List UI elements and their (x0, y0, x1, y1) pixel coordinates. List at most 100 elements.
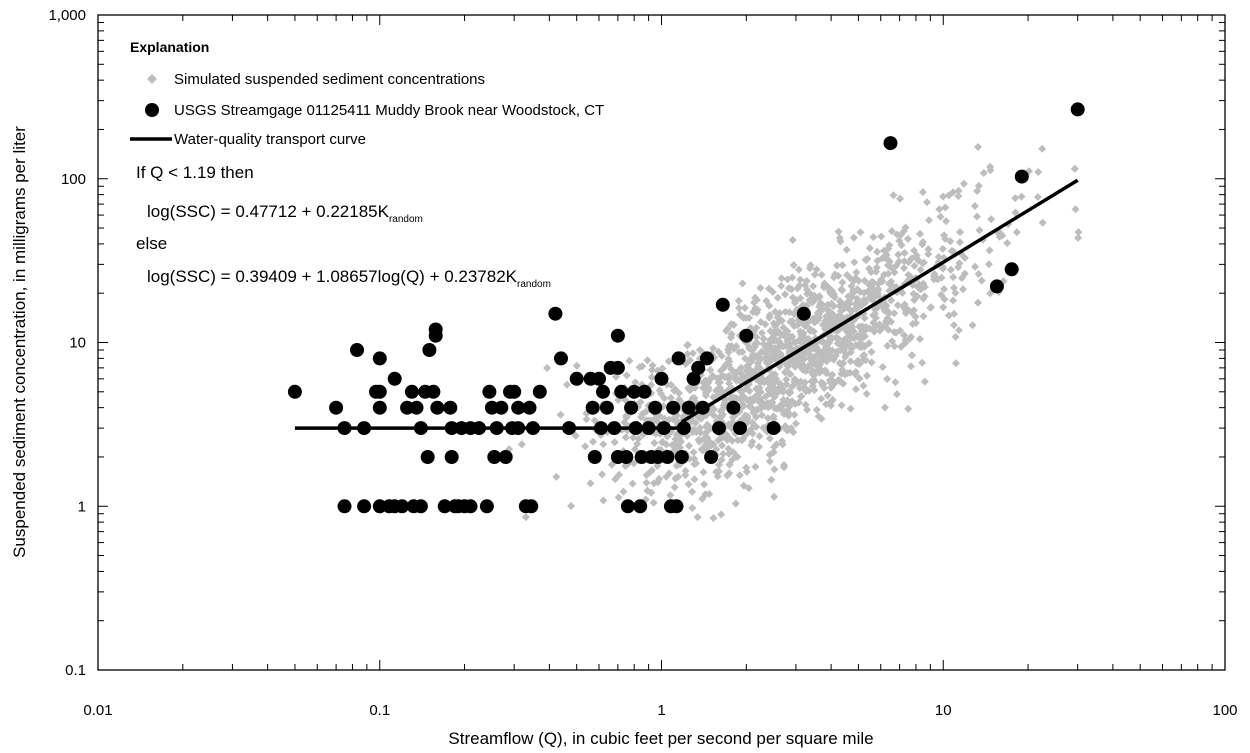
simulated-point (642, 478, 651, 487)
simulated-point (684, 480, 693, 489)
x-tick-label: 10 (935, 702, 952, 719)
simulated-point (732, 368, 740, 377)
simulated-point (739, 372, 748, 381)
simulated-point (806, 355, 815, 364)
simulated-point (670, 483, 679, 492)
x-axis-ticks: 0.01 0.1 1 10 100 (83, 702, 1237, 719)
simulated-point (1070, 164, 1079, 173)
simulated-point (955, 238, 964, 247)
simulated-point (781, 290, 790, 299)
simulated-point (777, 274, 786, 283)
transport-curve (294, 178, 1079, 430)
simulated-point (748, 418, 757, 427)
simulated-point (696, 423, 704, 432)
simulated-point (789, 261, 798, 270)
simulated-point (672, 430, 681, 439)
observed-point (337, 499, 352, 514)
simulated-point (940, 285, 949, 293)
simulated-point (950, 309, 958, 318)
simulated-point (904, 305, 912, 314)
simulated-point (815, 292, 824, 301)
simulated-point (942, 217, 951, 226)
simulated-point (939, 192, 948, 201)
observed-point (585, 400, 600, 415)
simulated-point (841, 300, 850, 309)
minor-ticks (98, 15, 1225, 670)
simulated-point (854, 276, 863, 285)
simulated-point (873, 247, 882, 256)
simulated-point (828, 309, 837, 318)
simulated-point (668, 415, 677, 424)
simulated-point (936, 212, 945, 221)
simulated-point (977, 276, 986, 285)
simulated-point (808, 382, 817, 390)
simulated-point (938, 244, 947, 253)
simulated-point (731, 373, 740, 382)
simulated-point (862, 389, 871, 398)
simulated-point (628, 479, 637, 488)
simulated-point (927, 303, 936, 312)
simulated-point (653, 478, 662, 487)
simulated-point (801, 384, 810, 393)
simulated-point (650, 439, 659, 447)
simulated-point (837, 401, 846, 410)
observed-point (463, 499, 478, 514)
observed-point (686, 371, 701, 386)
simulated-point (766, 353, 775, 362)
simulated-point (939, 303, 948, 312)
simulated-point (909, 306, 918, 315)
simulated-point (829, 302, 838, 311)
simulated-point (816, 300, 825, 309)
simulated-point (900, 300, 909, 309)
simulated-point (732, 342, 741, 351)
observed-point (627, 384, 642, 399)
simulated-point (899, 227, 908, 236)
simulated-point (718, 441, 727, 450)
simulated-point (571, 431, 580, 440)
simulated-point (703, 420, 712, 429)
simulated-point (833, 261, 841, 270)
simulated-point (725, 469, 734, 478)
observed-point (599, 400, 614, 415)
simulated-point (822, 400, 831, 409)
simulated-point (986, 162, 995, 171)
observed-point (409, 400, 424, 415)
simulated-point (842, 325, 850, 333)
simulated-point (685, 441, 693, 450)
simulated-point (957, 274, 966, 282)
simulated-point (803, 405, 812, 414)
simulated-point (698, 494, 707, 503)
observed-point (444, 450, 459, 464)
simulated-point (860, 355, 869, 364)
simulated-point (778, 437, 787, 446)
simulated-point (849, 233, 858, 242)
simulated-point (660, 414, 669, 423)
simulated-point (880, 270, 889, 279)
observed-point (648, 400, 663, 415)
simulated-point (862, 256, 871, 264)
observed-point (614, 384, 629, 399)
observed-point (372, 400, 387, 415)
simulated-point (951, 332, 960, 341)
simulated-point (867, 347, 876, 356)
simulated-point (881, 317, 890, 326)
observed-point (796, 306, 811, 321)
simulated-point (599, 496, 608, 505)
simulated-point (786, 388, 795, 397)
simulated-point (684, 357, 693, 366)
observed-point (413, 499, 428, 514)
simulated-point (817, 394, 826, 403)
simulated-point (1011, 194, 1020, 203)
simulated-point (699, 468, 708, 477)
simulated-point (806, 261, 815, 270)
simulated-point (867, 283, 876, 292)
observed-point (372, 351, 387, 366)
simulated-point (865, 244, 874, 253)
simulated-point (773, 293, 782, 302)
simulated-point (846, 404, 855, 413)
simulated-point (891, 378, 900, 387)
simulated-point (843, 271, 852, 279)
simulated-point (1011, 208, 1020, 217)
y-tick-label: 1 (78, 498, 86, 515)
simulated-point (748, 437, 757, 446)
